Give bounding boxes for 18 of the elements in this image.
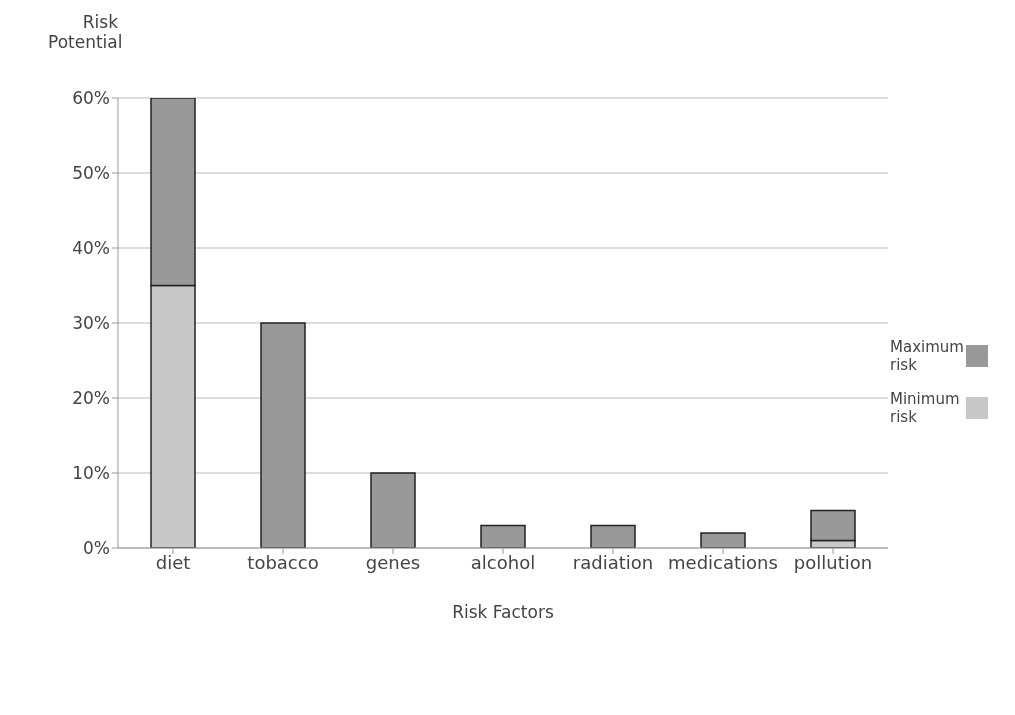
y-axis-title: Risk Potential (48, 12, 123, 52)
x-tick-label: pollution (793, 551, 873, 573)
legend-label: Maximum risk (890, 338, 964, 374)
y-tick-label: 50% (72, 163, 110, 184)
y-tick-label: 60% (72, 88, 110, 109)
y-tick-label: 30% (72, 313, 110, 334)
y-tick-label: 10% (72, 463, 110, 484)
y-tick-label: 20% (72, 388, 110, 409)
x-axis-title: Risk Factors (452, 602, 554, 622)
y-tick-label: 40% (72, 238, 110, 259)
x-tick-label: alcohol (470, 551, 536, 573)
x-tick-label: medications (668, 551, 778, 573)
y-tick-label: 0% (83, 538, 110, 559)
legend-label: Minimum risk (890, 390, 960, 426)
x-tick-label: genes (365, 551, 421, 573)
x-tick-label: radiation (572, 551, 654, 573)
x-tick-label: diet (155, 551, 191, 573)
x-tick-label: tobacco (247, 551, 319, 573)
